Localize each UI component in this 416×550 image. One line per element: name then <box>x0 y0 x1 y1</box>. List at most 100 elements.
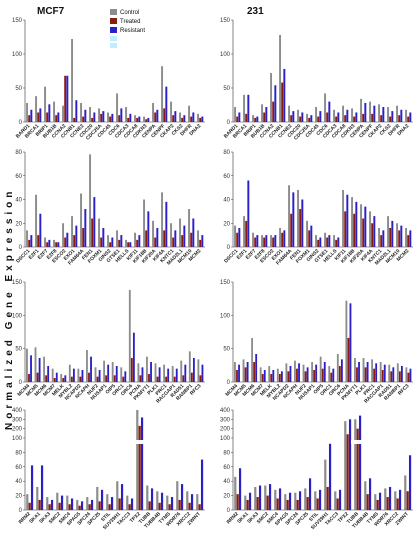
axis-break <box>133 440 155 444</box>
bar-control <box>244 495 247 510</box>
bar-control <box>268 366 271 382</box>
bar-control <box>43 356 46 382</box>
bar-control <box>128 290 131 382</box>
bar-resistant <box>72 368 75 382</box>
y-tick-label: 40 <box>223 198 230 204</box>
bar-resistant <box>298 363 300 382</box>
legend-swatch-control <box>110 9 117 15</box>
bar-treated <box>326 237 329 247</box>
bar-treated <box>246 499 249 510</box>
bar-resistant <box>373 105 376 122</box>
bar-control <box>234 362 236 382</box>
bar-treated <box>108 504 111 510</box>
bar-control <box>146 356 148 382</box>
bar-control <box>324 232 327 247</box>
bar-treated <box>313 370 316 382</box>
bar-resistant <box>130 498 134 510</box>
bar-resistant <box>93 112 96 122</box>
y-tick-label: 100 <box>220 52 231 58</box>
bar-control <box>324 93 327 122</box>
y-tick-label: 150 <box>12 280 23 286</box>
bar-resistant <box>30 109 33 122</box>
bar-resistant <box>192 218 195 247</box>
bar-treated <box>128 504 131 510</box>
y-tick-label: 60 <box>223 465 230 471</box>
bar-treated <box>389 116 392 122</box>
bar-treated <box>45 375 48 382</box>
y-tick-label: 150 <box>12 18 23 24</box>
bar-control <box>261 104 264 122</box>
bar-control <box>279 34 282 122</box>
bar-treated <box>62 378 65 382</box>
bar-control <box>51 368 54 382</box>
bar-resistant <box>48 239 51 247</box>
bar-control <box>378 228 381 247</box>
bar-treated <box>272 237 275 247</box>
bar-control <box>342 190 345 247</box>
bar-control <box>252 115 255 122</box>
bar-resistant <box>355 201 358 247</box>
y-tick-label: 80 <box>15 450 22 456</box>
bar-treated <box>118 239 121 247</box>
bar-treated <box>398 371 401 382</box>
bar-treated <box>253 362 256 382</box>
bar-treated <box>55 242 58 247</box>
bar-control <box>166 495 169 510</box>
bar-resistant <box>39 213 42 247</box>
bar-treated <box>317 239 320 247</box>
bar-treated <box>281 232 284 247</box>
bar-control <box>243 94 246 122</box>
bar-treated <box>386 497 389 510</box>
bar-control <box>120 367 123 382</box>
bar-treated <box>296 368 298 382</box>
bar-resistant <box>247 180 250 247</box>
bar-resistant <box>364 102 367 122</box>
y-tick-label: 20 <box>223 221 230 227</box>
bar-treated <box>254 117 257 122</box>
bar-treated <box>118 115 121 122</box>
bar-control <box>302 364 305 382</box>
y-tick-label: 100 <box>12 52 23 58</box>
bar-control <box>379 362 382 382</box>
bar-control <box>328 366 331 382</box>
panel-title-mcf7: MCF7 <box>37 6 65 17</box>
bar-resistant <box>80 501 84 510</box>
bar-resistant <box>238 468 242 510</box>
bar-treated <box>181 117 184 122</box>
bar-treated <box>286 499 289 510</box>
bar-resistant <box>368 478 372 510</box>
bar-resistant <box>319 111 322 122</box>
bar-control <box>197 359 200 382</box>
bar-resistant <box>238 228 241 247</box>
bar-treated <box>37 112 40 122</box>
bar-treated <box>308 230 311 247</box>
y-tick-label: 100 <box>12 436 23 442</box>
bar-treated <box>272 101 275 122</box>
bar-treated <box>356 428 359 510</box>
bar-resistant <box>292 192 295 247</box>
bar-resistant <box>120 108 123 122</box>
bar-resistant <box>183 115 186 122</box>
bar-treated <box>58 502 61 510</box>
bar-resistant <box>346 194 349 247</box>
bar-control <box>136 410 139 510</box>
bar-resistant <box>400 366 403 382</box>
bar-treated <box>364 367 367 382</box>
bar-resistant <box>400 225 403 247</box>
bar-treated <box>353 213 356 247</box>
bar-control <box>46 497 49 510</box>
bar-treated <box>105 375 108 382</box>
bar-treated <box>190 372 193 382</box>
chart-panel-1: 050100150BARD1BRCA1BRIP1BUB1BCCNA2CCNB1C… <box>12 18 205 142</box>
bar-resistant <box>57 242 60 247</box>
chart-panel-4: 020406080DSCC1E2F1E2F7E2F8ESCO2EXO1FAM64… <box>223 150 413 267</box>
bar-control <box>53 101 56 122</box>
bar-treated <box>55 115 58 122</box>
bar-resistant <box>192 358 195 382</box>
bar-control <box>106 494 109 510</box>
bar-control <box>405 228 408 247</box>
bar-control <box>324 459 327 510</box>
bar-control <box>360 98 363 122</box>
bar-control <box>44 237 47 247</box>
bar-resistant <box>263 370 266 382</box>
